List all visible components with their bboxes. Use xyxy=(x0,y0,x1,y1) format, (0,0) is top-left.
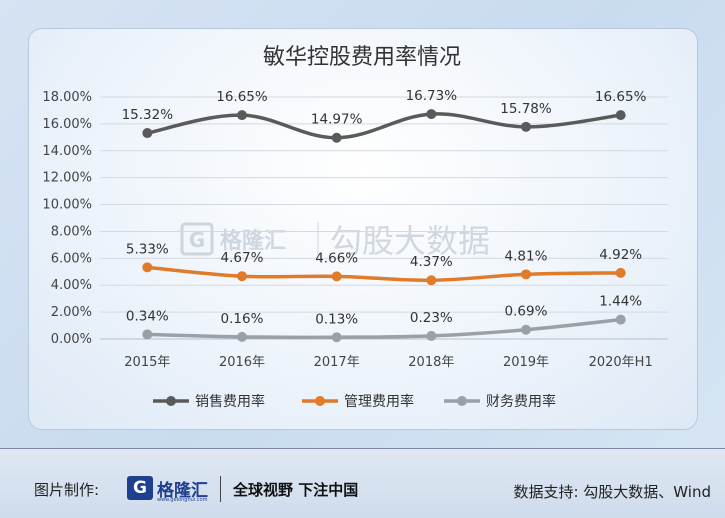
data-point xyxy=(521,269,531,280)
slogan: 全球视野 下注中国 xyxy=(233,481,359,499)
footer-separator xyxy=(220,476,221,502)
chart-title: 敏华控股费用率情况 xyxy=(263,45,461,70)
data-source: 数据支持: 勾股大数据、Wind xyxy=(513,483,711,501)
data-point xyxy=(521,121,531,132)
legend-marker xyxy=(457,396,467,406)
y-tick-label: 8.00% xyxy=(51,224,92,239)
data-point xyxy=(142,128,153,139)
logo-url: www.gelonghui.com xyxy=(157,497,208,503)
legend-marker xyxy=(166,396,176,406)
data-label: 15.32% xyxy=(122,107,174,123)
data-point xyxy=(615,314,626,325)
data-label: 4.37% xyxy=(410,254,453,270)
data-point xyxy=(237,271,247,282)
data-label: 14.97% xyxy=(311,112,363,128)
watermark-logo: 格隆汇 xyxy=(220,228,286,254)
data-point xyxy=(615,110,626,121)
footer: 图片制作: G 格隆汇 www.gelonghui.com 全球视野 下注中国 … xyxy=(0,449,725,518)
svg-text:G: G xyxy=(189,228,205,252)
data-label: 4.66% xyxy=(315,250,358,266)
data-label: 16.65% xyxy=(595,89,647,105)
data-label: 16.65% xyxy=(216,89,268,105)
legend-marker xyxy=(315,396,325,406)
data-label: 0.23% xyxy=(410,310,453,326)
series-group xyxy=(142,109,626,343)
footer-divider xyxy=(0,448,725,449)
data-label: 15.78% xyxy=(500,101,552,117)
data-point xyxy=(615,267,626,278)
chart-panel xyxy=(28,28,698,430)
y-tick-label: 12.00% xyxy=(42,171,92,186)
data-point xyxy=(426,330,437,341)
y-tick-label: 14.00% xyxy=(42,144,92,159)
y-axis: 0.00% 2.00% 4.00% 6.00% 8.00% 10.00% 12.00% 14.… xyxy=(42,90,92,347)
gelonghui-logo-icon: G xyxy=(127,476,153,500)
series-line xyxy=(147,317,621,340)
data-point xyxy=(331,332,342,343)
grid xyxy=(100,96,668,340)
y-tick-label: 4.00% xyxy=(51,278,92,293)
data-label: 1.44% xyxy=(599,294,642,310)
data-label: 0.34% xyxy=(126,308,169,324)
data-point xyxy=(142,329,153,340)
legend: 销售费用率 管理费用率 财务费用率 xyxy=(153,393,556,410)
watermark-text: 勾股大数据 xyxy=(330,222,490,260)
y-tick-label: 18.00% xyxy=(42,90,92,105)
data-label: 4.92% xyxy=(599,247,642,263)
y-tick-label: 2.00% xyxy=(51,305,92,320)
data-point xyxy=(331,132,342,143)
data-label: 16.73% xyxy=(406,88,458,104)
data-label: 4.67% xyxy=(221,250,264,266)
watermark: G 格隆汇 勾股大数据 xyxy=(180,222,490,260)
data-point xyxy=(426,109,437,120)
x-tick-label: 2020年H1 xyxy=(589,355,653,370)
data-point xyxy=(237,110,247,121)
data-point xyxy=(237,331,247,342)
data-point xyxy=(142,262,153,273)
data-label: 5.33% xyxy=(126,241,169,257)
data-label: 0.13% xyxy=(315,311,358,327)
data-point xyxy=(331,271,342,282)
x-tick-label: 2019年 xyxy=(503,355,549,370)
x-tick-label: 2016年 xyxy=(219,355,265,370)
series-line xyxy=(147,112,621,140)
data-label: 4.81% xyxy=(505,248,548,264)
data-label: 0.69% xyxy=(505,304,548,320)
watermark-logo-icon xyxy=(180,222,214,256)
series-line xyxy=(147,265,621,282)
line-chart: 敏华控股费用率情况 G 格隆汇 勾股大数据 0.00% 2.00% 4.00% 6.0… xyxy=(42,45,668,410)
made-by-label: 图片制作: xyxy=(34,481,100,499)
data-point xyxy=(426,275,437,286)
data-point xyxy=(521,324,531,335)
x-tick-label: 2017年 xyxy=(314,355,360,370)
legend-label: 财务费用率 xyxy=(486,393,556,410)
legend-label: 销售费用率 xyxy=(195,393,265,410)
x-axis: 2015年 2016年 2017年 2018年 2019年 2020年H1 xyxy=(124,355,652,370)
logo-text: 格隆汇 xyxy=(157,481,208,501)
y-tick-label: 6.00% xyxy=(51,251,92,266)
y-tick-label: 16.00% xyxy=(42,117,92,132)
legend-label: 管理费用率 xyxy=(344,393,414,410)
y-tick-label: 10.00% xyxy=(42,198,92,213)
data-label: 0.16% xyxy=(221,311,264,327)
y-tick-label: 0.00% xyxy=(51,332,92,347)
x-tick-label: 2018年 xyxy=(408,355,454,370)
data-labels: 15.32% 16.65% 14.97% 16.73% 15.78% 16.65% 5.33… xyxy=(122,88,647,327)
x-tick-label: 2015年 xyxy=(124,355,170,370)
